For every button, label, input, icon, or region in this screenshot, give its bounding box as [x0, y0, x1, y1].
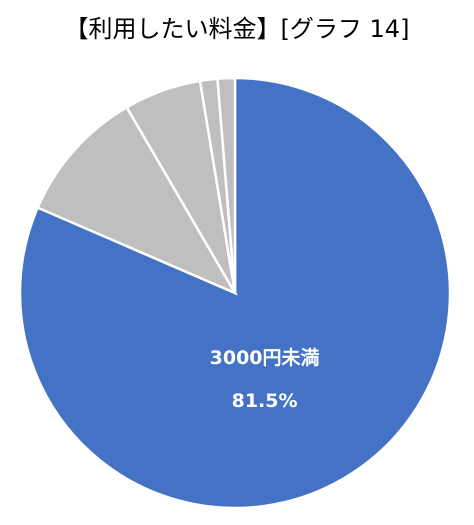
- chart-title: 【利用したい料金】[グラフ 14]: [65, 15, 410, 43]
- slice-value-label: 81.5%: [232, 390, 298, 412]
- pie-slice: [216, 76, 237, 294]
- pie-slice: [36, 105, 238, 296]
- slice-label: 3000円未満: [210, 346, 320, 369]
